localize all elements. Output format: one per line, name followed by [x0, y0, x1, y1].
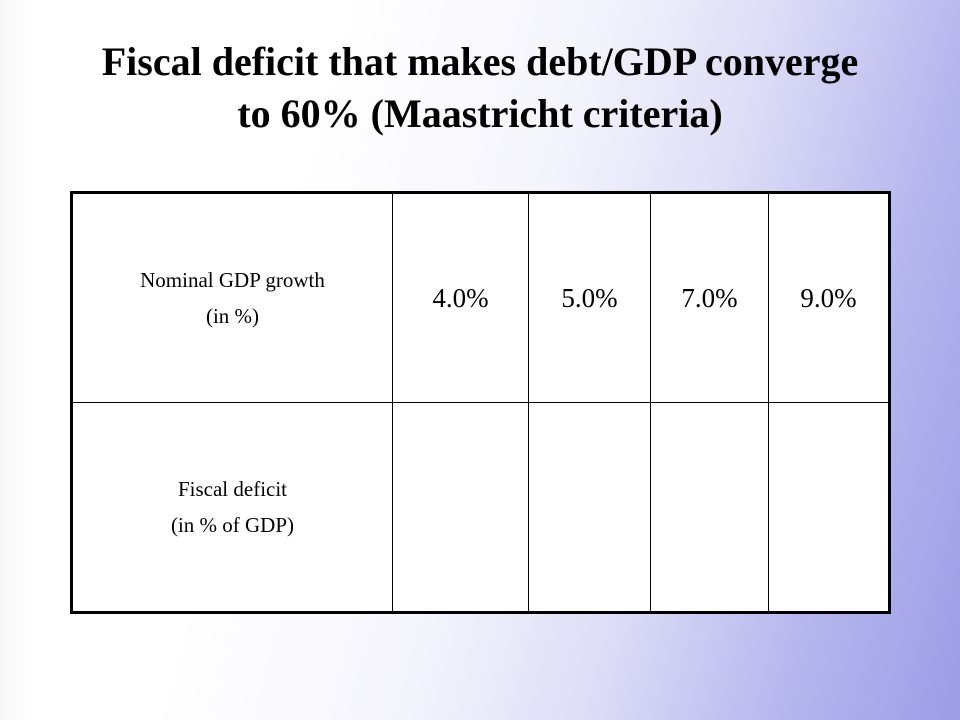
growth-value-cell: 7.0% — [650, 192, 769, 403]
row-label-fiscal-deficit: Fiscal deficit (in % of GDP) — [71, 402, 393, 613]
deficit-value-cell — [650, 402, 769, 613]
background-left-band — [0, 0, 36, 720]
slide-title-line-2: to 60% (Maastricht criteria) — [237, 91, 723, 136]
table-row-nominal-gdp-growth: Nominal GDP growth (in %) 4.0% 5.0% 7.0%… — [71, 192, 890, 403]
growth-value-cell: 5.0% — [528, 192, 651, 403]
growth-value-cell: 4.0% — [392, 192, 529, 403]
fiscal-deficit-table: Nominal GDP growth (in %) 4.0% 5.0% 7.0%… — [70, 191, 891, 614]
slide-title-line-1: Fiscal deficit that makes debt/GDP conve… — [101, 39, 859, 84]
table-row-fiscal-deficit: Fiscal deficit (in % of GDP) — [71, 402, 890, 613]
deficit-value-cell — [528, 402, 651, 613]
row-label-line-1: Fiscal deficit — [177, 477, 288, 501]
row-label-line-1: Nominal GDP growth — [140, 268, 325, 292]
row-label-nominal-gdp-growth: Nominal GDP growth (in %) — [71, 192, 393, 403]
row-label-line-2: (in % of GDP) — [170, 513, 295, 537]
deficit-value-cell — [768, 402, 890, 613]
deficit-value-cell — [392, 402, 529, 613]
row-label-line-2: (in %) — [205, 304, 260, 328]
slide-title: Fiscal deficit that makes debt/GDP conve… — [0, 36, 960, 140]
growth-value-cell: 9.0% — [768, 192, 890, 403]
